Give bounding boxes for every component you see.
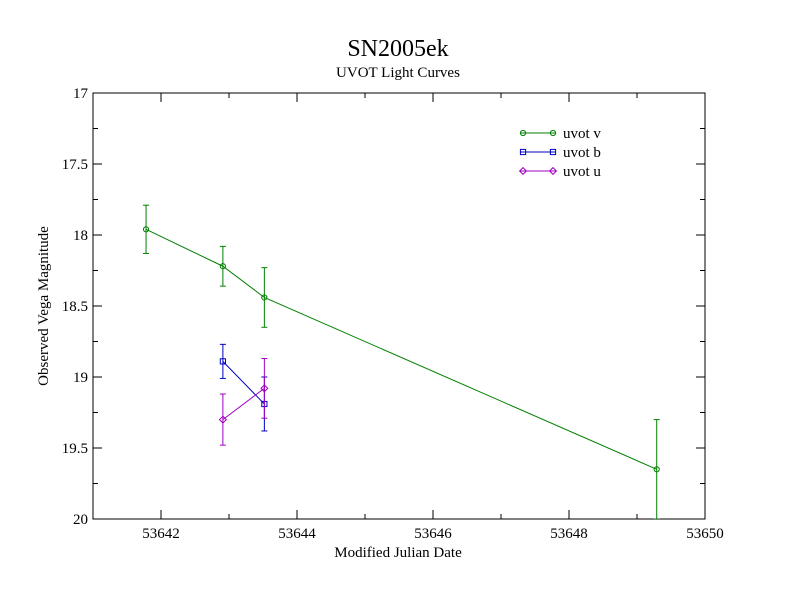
y-tick-label: 18 (73, 228, 88, 244)
legend-label-uvot-u: uvot u (563, 164, 601, 180)
y-axis-label: Observed Vega Magnitude (36, 226, 52, 386)
data-point-uvot-u (260, 384, 269, 393)
y-tick-label: 17 (73, 86, 89, 102)
legend-marker-uvot-b (519, 148, 527, 156)
x-tick-label: 53648 (550, 526, 588, 542)
series-uvot-v (142, 204, 660, 519)
chart-subtitle: UVOT Light Curves (336, 65, 460, 81)
series-line-uvot-v (145, 228, 657, 470)
data-point-uvot-v (261, 294, 268, 301)
data-point-uvot-v (142, 226, 150, 233)
axis-ticks: 53642 53644 53646 53648 53650 17 17.5 18 18.5 19 1… (62, 86, 724, 542)
legend-label-uvot-b: uvot b (563, 145, 601, 161)
y-tick-label: 19.5 (62, 441, 88, 457)
data-point-uvot-u (218, 415, 227, 424)
series-uvot-b (219, 343, 268, 432)
legend-marker-uvot-u (548, 166, 558, 176)
y-tick-label: 20 (73, 512, 88, 528)
y-tick-label: 19 (73, 370, 88, 386)
legend-marker-uvot-v (549, 129, 557, 137)
legend-label-uvot-v: uvot v (563, 126, 601, 142)
legend-marker-uvot-v (519, 129, 527, 137)
plot-frame (92, 92, 706, 520)
x-tick-label: 53646 (414, 526, 452, 542)
data-point-uvot-b (219, 358, 226, 365)
legend-marker-uvot-b (549, 148, 557, 156)
series-line-uvot-u (222, 387, 265, 420)
y-tick-label: 18.5 (62, 299, 88, 315)
y-tick-label: 17.5 (62, 157, 88, 173)
x-axis-label: Modified Julian Date (334, 545, 462, 561)
legend: uvot v uvot b uvot u (518, 126, 601, 180)
chart-title: SN2005ek (347, 36, 448, 62)
data-series (142, 204, 660, 519)
data-point-uvot-v (653, 466, 660, 473)
series-line-uvot-b (222, 361, 265, 405)
x-tick-label: 53650 (686, 526, 724, 542)
legend-marker-uvot-u (518, 166, 528, 176)
x-tick-label: 53644 (278, 526, 316, 542)
series-uvot-u (218, 358, 269, 446)
x-tick-label: 53642 (142, 526, 180, 542)
data-point-uvot-v (219, 263, 226, 270)
